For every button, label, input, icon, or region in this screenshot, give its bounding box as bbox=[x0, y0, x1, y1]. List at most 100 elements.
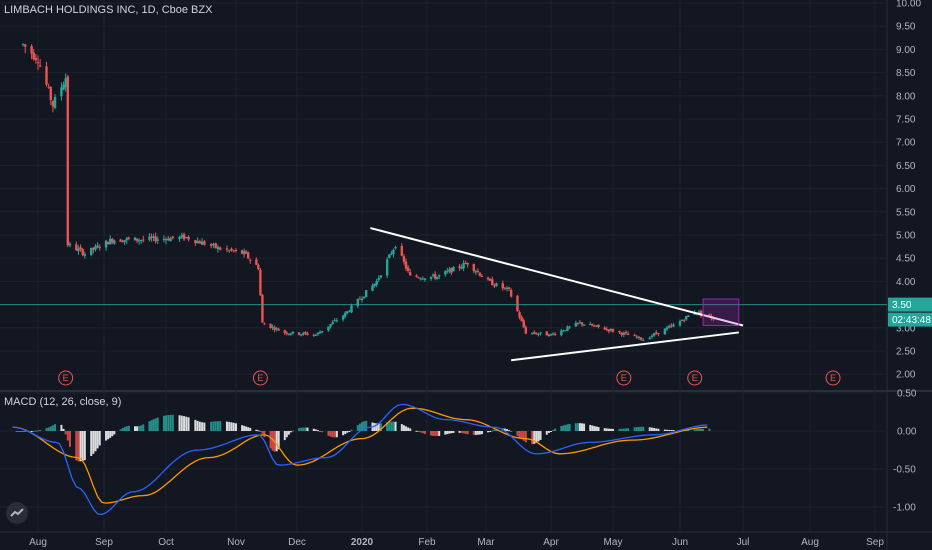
macd-histogram-bar bbox=[545, 431, 548, 435]
earnings-icon-label: E bbox=[830, 373, 836, 383]
candle-body bbox=[545, 331, 549, 336]
candle-body bbox=[683, 320, 686, 322]
countdown-badge-text: 02:43:48 bbox=[892, 315, 931, 326]
candle-body bbox=[549, 333, 553, 336]
macd-histogram-bar bbox=[138, 425, 141, 431]
candle-body bbox=[373, 283, 376, 287]
macd-tick-label: -1.00 bbox=[893, 503, 916, 514]
macd-histogram-bar bbox=[550, 431, 552, 432]
time-tick-label: Jun bbox=[672, 537, 688, 548]
tradingview-logo[interactable] bbox=[6, 502, 28, 524]
macd-indicator-label[interactable]: MACD (12, 26, close, 9) bbox=[4, 396, 122, 408]
macd-histogram-bar bbox=[60, 424, 63, 431]
macd-pane[interactable] bbox=[12, 403, 711, 516]
countdown-badge: 02:43:48 bbox=[888, 312, 932, 327]
candle-body bbox=[364, 290, 368, 298]
candle-body bbox=[537, 333, 540, 335]
price-tick-label: 6.50 bbox=[896, 161, 916, 172]
macd-histogram-bar bbox=[377, 423, 380, 431]
candle-body bbox=[611, 329, 615, 332]
macd-histogram-bar bbox=[400, 424, 403, 431]
candle-body bbox=[140, 240, 143, 242]
macd-histogram-bar bbox=[402, 425, 405, 431]
macd-histogram-bar bbox=[466, 431, 469, 435]
macd-histogram-bar bbox=[162, 415, 165, 431]
macd-histogram-bar bbox=[277, 431, 280, 450]
candle-body bbox=[109, 238, 112, 245]
macd-histogram-bar bbox=[535, 431, 538, 443]
price-tick-label: 6.00 bbox=[896, 184, 916, 195]
macd-histogram-bar bbox=[702, 428, 705, 431]
candle-body bbox=[667, 326, 671, 328]
candle-body bbox=[551, 333, 555, 335]
macd-histogram-bar bbox=[386, 422, 389, 431]
candle-body bbox=[314, 334, 318, 336]
macd-histogram-bar bbox=[17, 431, 20, 432]
macd-histogram-bar bbox=[75, 431, 78, 461]
macd-histogram-bar bbox=[655, 428, 658, 431]
candle-body bbox=[152, 236, 155, 238]
macd-histogram-bar bbox=[444, 431, 447, 435]
candle-body bbox=[650, 335, 654, 337]
macd-histogram-bar bbox=[15, 431, 18, 432]
macd-histogram-bar bbox=[230, 422, 233, 431]
candle-body bbox=[637, 336, 641, 338]
candle-body bbox=[607, 329, 611, 332]
macd-histogram-bar bbox=[119, 429, 122, 431]
candle-body bbox=[409, 272, 412, 276]
time-tick-label: Apr bbox=[543, 537, 559, 548]
macd-histogram-bar bbox=[37, 430, 39, 432]
candle-body bbox=[24, 44, 27, 47]
candle-body bbox=[580, 322, 584, 325]
price-tick-label: 2.50 bbox=[896, 347, 916, 358]
candle-body bbox=[488, 278, 492, 281]
macd-histogram-bar bbox=[180, 415, 183, 431]
time-tick-label: Mar bbox=[477, 537, 495, 548]
candle-body bbox=[169, 237, 172, 242]
macd-histogram-bar bbox=[568, 423, 571, 431]
macd-histogram-bar bbox=[392, 421, 395, 431]
candle-body bbox=[225, 248, 229, 250]
macd-histogram-bar bbox=[90, 431, 93, 457]
candle-body bbox=[712, 318, 715, 320]
macd-histogram-bar bbox=[464, 431, 467, 434]
macd-histogram-bar bbox=[379, 423, 382, 431]
macd-histogram-bar bbox=[520, 431, 523, 440]
macd-histogram-bar bbox=[214, 421, 217, 431]
candle-body bbox=[53, 96, 57, 108]
macd-histogram-bar bbox=[107, 431, 110, 440]
candle-body bbox=[194, 240, 197, 244]
candle-body bbox=[444, 271, 447, 275]
macd-histogram-bar bbox=[203, 422, 206, 431]
macd-histogram-bar bbox=[235, 423, 237, 431]
macd-histogram-bar bbox=[436, 431, 439, 437]
candle-body bbox=[655, 332, 658, 334]
macd-histogram-bar bbox=[187, 417, 190, 431]
time-tick-label: Feb bbox=[418, 537, 436, 548]
macd-histogram-bar bbox=[109, 431, 112, 438]
macd-histogram-bar bbox=[603, 428, 606, 431]
macd-histogram-bar bbox=[201, 422, 204, 431]
candle-body bbox=[49, 87, 52, 101]
macd-histogram-bar bbox=[448, 431, 451, 434]
macd-histogram-bar bbox=[472, 431, 475, 435]
earnings-icon-label: E bbox=[63, 373, 69, 383]
candle-body bbox=[491, 279, 494, 286]
candle-body bbox=[388, 254, 391, 258]
macd-histogram-bar bbox=[212, 421, 215, 431]
candle-body bbox=[564, 330, 567, 332]
candle-body bbox=[51, 100, 55, 107]
candle-body bbox=[609, 329, 613, 331]
macd-histogram-bar bbox=[640, 426, 643, 431]
macd-histogram-bar bbox=[493, 429, 496, 431]
macd-histogram-bar bbox=[510, 431, 513, 432]
macd-histogram-bar bbox=[363, 421, 366, 431]
macd-histogram-bar bbox=[388, 421, 391, 431]
earnings-icon: E bbox=[616, 370, 632, 386]
macd-histogram-bar bbox=[591, 425, 594, 431]
candle-body bbox=[672, 324, 675, 327]
macd-histogram-bar bbox=[409, 428, 412, 431]
